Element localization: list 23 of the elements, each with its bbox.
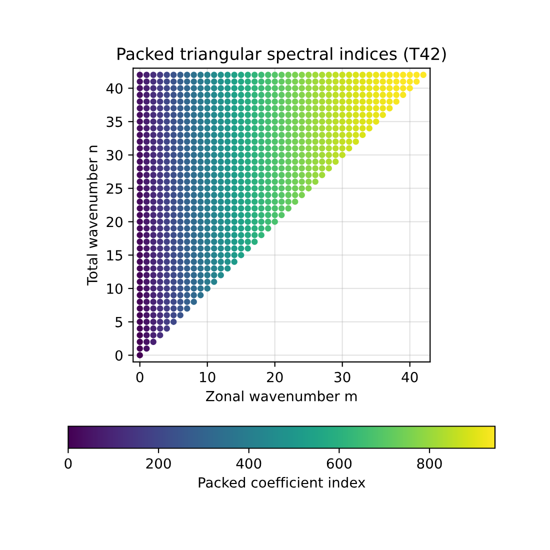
color-bar-label: 200 [146,458,171,469]
y-tick-label: 10 [107,283,122,294]
y-tick-label: 15 [107,250,122,261]
color-bar-label: 400 [236,458,262,469]
y-tick-label: 25 [106,183,122,194]
y-tick-label: 30 [106,150,122,160]
x-axis-title: Zonal wavenumber m [206,390,357,402]
x-tick-label: 10 [200,372,216,382]
x-tick-label: 30 [334,372,350,382]
x-tick-label: 40 [402,372,418,382]
y-tick-label: 35 [106,116,122,128]
color-bar-label: 800 [417,458,442,469]
y-tick-label: 5 [116,317,122,328]
y-tick-label: 0 [115,350,122,361]
y-tick-label: 20 [106,216,122,228]
color-bar-label: 0 [64,458,72,469]
color-bar-title: Packed coefficient index [198,476,366,488]
chart-title: Packed triangular spectral indices (T42) [118,47,446,64]
y-tick-label: 40 [106,83,122,94]
y-axis-title: Total wavenumber n [86,146,98,286]
color-bar-label: 600 [326,458,352,469]
x-tick-label: 20 [267,372,283,382]
x-tick-label: 0 [136,372,144,382]
